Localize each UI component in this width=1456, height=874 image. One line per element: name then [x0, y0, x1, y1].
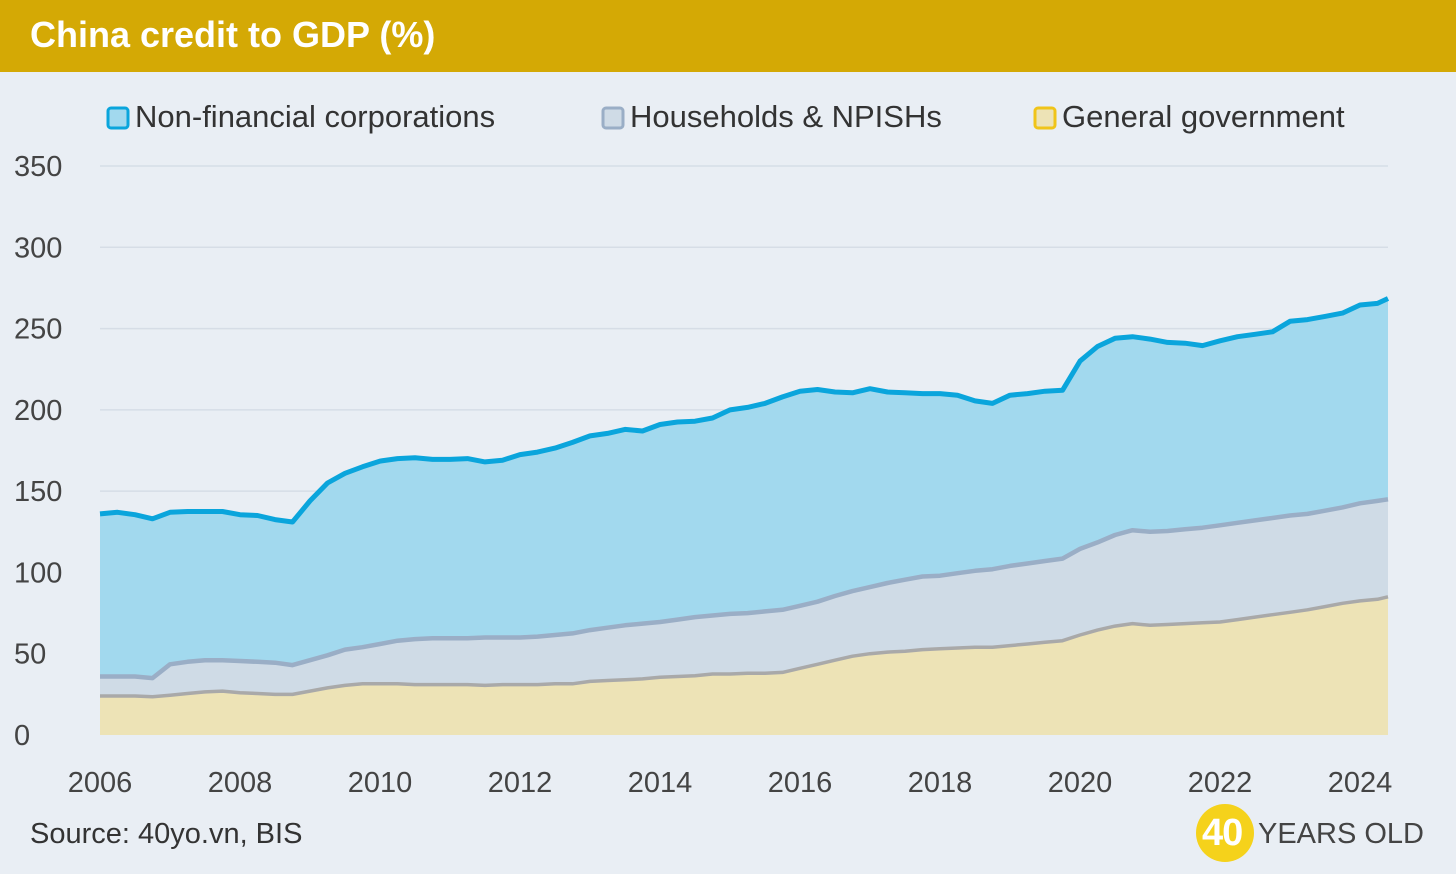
- plot-areas: [99, 296, 1390, 735]
- legend-swatch-general-government: [1033, 106, 1057, 130]
- legend-label-general-government: General government: [1062, 99, 1345, 134]
- legend: Non-financial corporations Households & …: [106, 99, 1345, 134]
- x-tick-label: 2016: [768, 767, 833, 799]
- y-tick-label: 200: [14, 395, 62, 427]
- x-tick-label: 2012: [488, 767, 553, 799]
- chart-title: China credit to GDP (%): [30, 14, 436, 55]
- legend-swatch-non-financial-corporations: [106, 106, 130, 130]
- x-tick-label: 2006: [68, 767, 133, 799]
- area-households: [100, 499, 1388, 697]
- legend-label-households: Households & NPISHs: [630, 99, 942, 134]
- x-tick-label: 2018: [908, 767, 973, 799]
- x-tick-label: 2014: [628, 767, 693, 799]
- area-non-financial-corporations: [100, 298, 1388, 679]
- y-axis-ticks: 0 50 100 150 200 250 300 350: [14, 151, 62, 752]
- source-note: Source: 40yo.vn, BIS: [30, 818, 303, 850]
- legend-swatch-households: [601, 106, 625, 130]
- line-general-government: [100, 595, 1389, 699]
- line-households: [100, 497, 1389, 681]
- x-tick-label: 2022: [1188, 767, 1253, 799]
- x-tick-label: 2010: [348, 767, 413, 799]
- brand-text: YEARS OLD: [1258, 818, 1424, 850]
- y-tick-label: 100: [14, 557, 62, 589]
- x-tick-label: 2020: [1048, 767, 1113, 799]
- area-chart: Non-financial corporations Households & …: [14, 99, 1393, 799]
- y-tick-label: 50: [14, 639, 46, 671]
- x-tick-label: 2008: [208, 767, 273, 799]
- y-tick-label: 350: [14, 151, 62, 183]
- x-axis-ticks: 2006 2008 2010 2012 2014 2016 2018 2020 2022 2024: [68, 767, 1393, 799]
- line-non-financial-corporations: [99, 296, 1390, 525]
- title-bar: [0, 0, 1456, 72]
- brand-number: 40: [1202, 812, 1243, 854]
- x-tick-label: 2024: [1328, 767, 1393, 799]
- y-tick-label: 150: [14, 476, 62, 508]
- y-tick-label: 250: [14, 314, 62, 346]
- legend-label-non-financial-corporations: Non-financial corporations: [135, 99, 495, 134]
- area-general-government: [100, 596, 1388, 735]
- brand-circle-icon: [1196, 804, 1254, 862]
- brand-logo: 40 YEARS OLD: [1196, 804, 1436, 866]
- y-tick-label: 0: [14, 720, 30, 752]
- y-tick-label: 300: [14, 232, 62, 264]
